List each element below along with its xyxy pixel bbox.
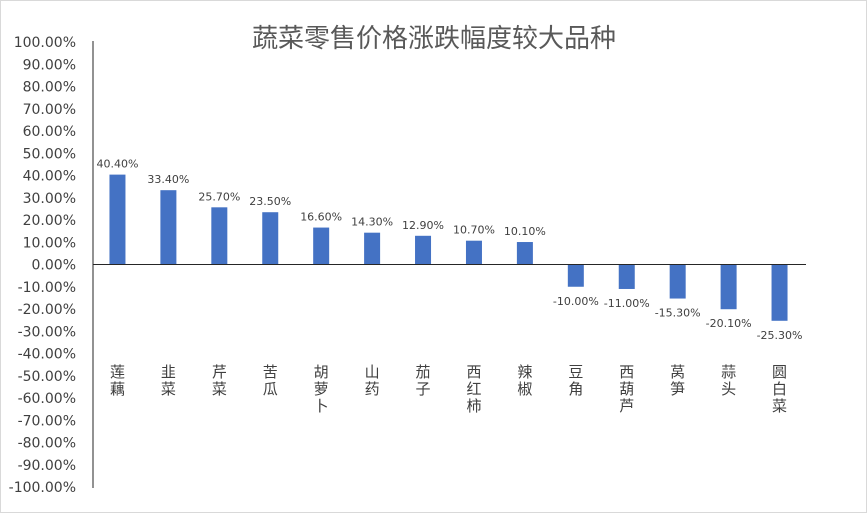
category-label: 豆角: [568, 363, 583, 398]
y-tick-label: 100.00%: [14, 35, 76, 51]
data-label: 16.60%: [300, 211, 342, 224]
y-tick-label: -50.00%: [18, 369, 76, 385]
data-label: 25.70%: [198, 190, 240, 203]
y-tick-label: 50.00%: [23, 146, 76, 162]
data-label: -11.00%: [604, 297, 650, 310]
category-label: 西红柿: [466, 363, 481, 415]
y-tick-label: 70.00%: [23, 102, 76, 118]
category-label: 圆白菜: [772, 363, 787, 415]
y-tick-label: -80.00%: [18, 436, 76, 452]
y-tick-label: 40.00%: [23, 169, 76, 185]
y-tick-label: 60.00%: [23, 124, 76, 140]
y-tick-label: -70.00%: [18, 413, 76, 429]
y-tick-label: -20.00%: [18, 302, 76, 318]
bar-series: [109, 174, 788, 321]
data-label: 10.70%: [453, 224, 495, 237]
y-tick-label: -30.00%: [18, 324, 76, 340]
category-label: 山药: [365, 363, 380, 398]
bar: [262, 212, 279, 265]
bar: [516, 242, 533, 265]
category-label: 辣椒: [517, 363, 532, 398]
y-tick-label: 10.00%: [23, 235, 76, 251]
category-labels: 莲藕 韭菜 芹菜 苦瓜 胡萝卜 山药 茄子 西红柿 辣椒 豆角 西葫芦 莴笋 蒜头 圆白菜: [110, 363, 787, 415]
data-label: 14.30%: [351, 216, 393, 229]
bar: [720, 264, 737, 310]
y-tick-label: -60.00%: [18, 391, 76, 407]
y-tick-label: 80.00%: [23, 80, 76, 96]
data-labels: 40.40% 33.40% 25.70% 23.50% 16.60% 14.30% 12.9…: [96, 158, 802, 342]
bar: [160, 190, 177, 265]
category-label: 西葫芦: [619, 363, 634, 415]
bar: [465, 240, 482, 265]
category-label: 莴笋: [670, 363, 685, 398]
y-axis-tick-labels: 100.00% 90.00% 80.00% 70.00% 60.00% 50.00% 40.…: [9, 35, 76, 496]
bar: [109, 174, 126, 265]
data-label: 33.40%: [147, 173, 189, 186]
bar: [618, 264, 635, 289]
data-label: 23.50%: [249, 195, 291, 208]
y-tick-label: 90.00%: [23, 57, 76, 73]
category-label: 蒜头: [721, 363, 736, 398]
category-label: 韭菜: [161, 363, 176, 398]
y-tick-label: -100.00%: [9, 480, 76, 496]
y-tick-label: -40.00%: [18, 347, 76, 363]
y-tick-label: -90.00%: [18, 458, 76, 474]
bar: [669, 264, 686, 299]
data-label: -10.00%: [553, 295, 599, 308]
bar: [313, 227, 330, 265]
data-label: -15.30%: [655, 307, 701, 320]
category-label: 莲藕: [110, 363, 125, 398]
bar: [567, 264, 584, 287]
bar: [364, 232, 381, 265]
category-label: 芹菜: [212, 363, 227, 398]
data-label: 40.40%: [96, 158, 138, 171]
y-tick-label: 30.00%: [23, 191, 76, 207]
y-tick-label: 20.00%: [23, 213, 76, 229]
data-label: 10.10%: [504, 225, 546, 238]
data-label: -25.30%: [757, 329, 803, 342]
y-tick-label: 0.00%: [32, 258, 76, 274]
bar: [415, 235, 432, 265]
bar: [771, 264, 788, 321]
category-label: 胡萝卜: [314, 363, 329, 415]
category-label: 茄子: [416, 363, 431, 398]
chart-title: 蔬菜零售价格涨跌幅度较大品种: [252, 24, 616, 54]
bar: [211, 207, 228, 265]
y-tick-label: -10.00%: [18, 280, 76, 296]
category-label: 苦瓜: [263, 363, 278, 398]
data-label: -20.10%: [706, 317, 752, 330]
data-label: 12.90%: [402, 219, 444, 232]
